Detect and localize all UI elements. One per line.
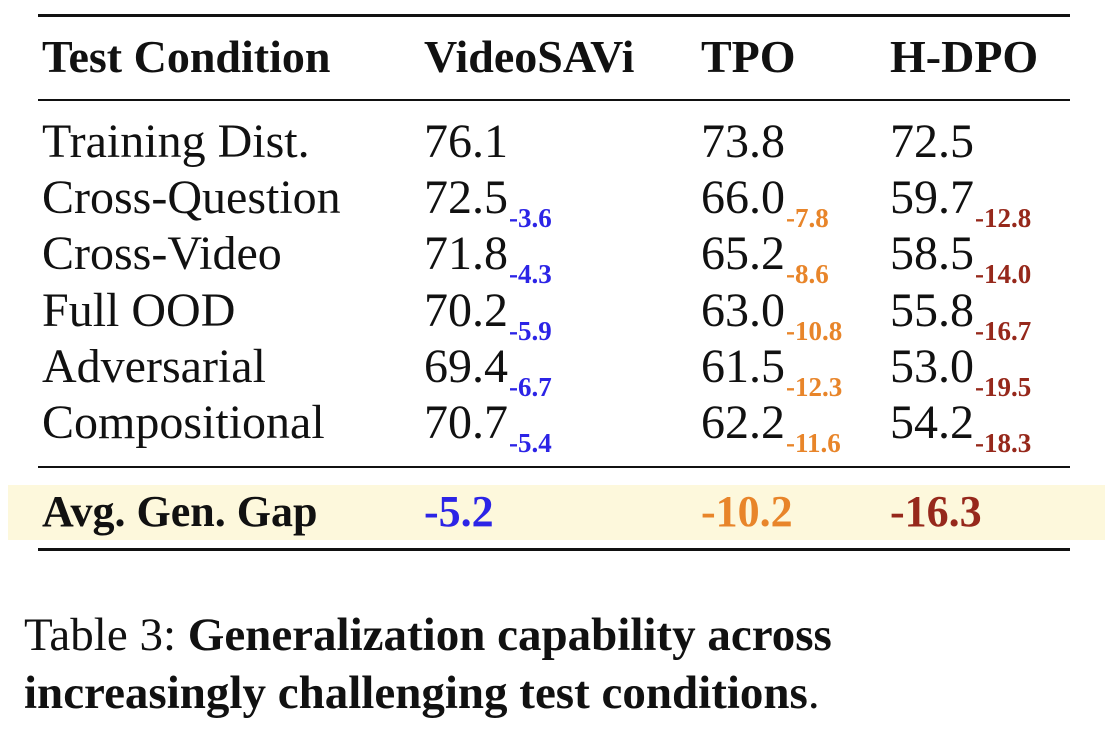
row-training-dist-hdpo: 72.5: [890, 115, 974, 168]
summary-hdpo: -16.3: [890, 487, 982, 536]
row-adversarial-hdpo: 53.0-19.5: [890, 340, 1032, 402]
row-adversarial-videosavi: 69.4-6.7: [424, 340, 552, 402]
row-training-dist-tpo: 73.8: [701, 115, 785, 168]
row-cross-question-videosavi: 72.5-3.6: [424, 171, 552, 233]
header-tpo: TPO: [701, 31, 796, 82]
header-videosavi: VideoSAVi: [424, 31, 635, 82]
row-adversarial-tpo: 61.5-12.3: [701, 340, 843, 402]
caption-bold-line2: increasingly challenging test conditions: [24, 667, 808, 719]
row-cross-video-videosavi: 71.8-4.3: [424, 227, 552, 289]
bottom-rule: [38, 548, 1070, 551]
summary-label: Avg. Gen. Gap: [42, 487, 318, 536]
caption-suffix: .: [807, 667, 820, 719]
row-full-ood-condition: Full OOD: [42, 284, 236, 337]
row-full-ood-hdpo: 55.8-16.7: [890, 284, 1032, 346]
row-training-dist-condition: Training Dist.: [42, 115, 310, 168]
row-adversarial-condition: Adversarial: [42, 340, 266, 393]
header-test-condition: Test Condition: [42, 31, 331, 82]
row-cross-question-tpo: 66.0-7.8: [701, 171, 829, 233]
row-training-dist-videosavi: 76.1: [424, 115, 508, 168]
row-compositional-videosavi: 70.7-5.4: [424, 396, 552, 458]
row-compositional-tpo: 62.2-11.6: [701, 396, 841, 458]
header-rule: [38, 99, 1070, 101]
summary-videosavi: -5.2: [424, 487, 494, 536]
caption-prefix: Table 3:: [24, 609, 177, 661]
row-cross-video-condition: Cross-Video: [42, 227, 282, 280]
row-compositional-condition: Compositional: [42, 396, 325, 449]
caption-bold-line1: Generalization capability across: [187, 609, 832, 661]
header-hdpo: H-DPO: [890, 31, 1039, 82]
top-rule: [38, 14, 1070, 17]
summary-tpo: -10.2: [701, 487, 793, 536]
row-cross-video-hdpo: 58.5-14.0: [890, 227, 1032, 289]
row-cross-video-tpo: 65.2-8.6: [701, 227, 829, 289]
summary-rule: [38, 466, 1070, 468]
row-full-ood-videosavi: 70.2-5.9: [424, 284, 552, 346]
table-caption: Table 3: Generalization capability acros…: [24, 606, 1109, 722]
row-cross-question-condition: Cross-Question: [42, 171, 341, 224]
row-full-ood-tpo: 63.0-10.8: [701, 284, 843, 346]
row-compositional-hdpo: 54.2-18.3: [890, 396, 1032, 458]
summary-highlight: [8, 485, 1105, 540]
row-cross-question-hdpo: 59.7-12.8: [890, 171, 1032, 233]
